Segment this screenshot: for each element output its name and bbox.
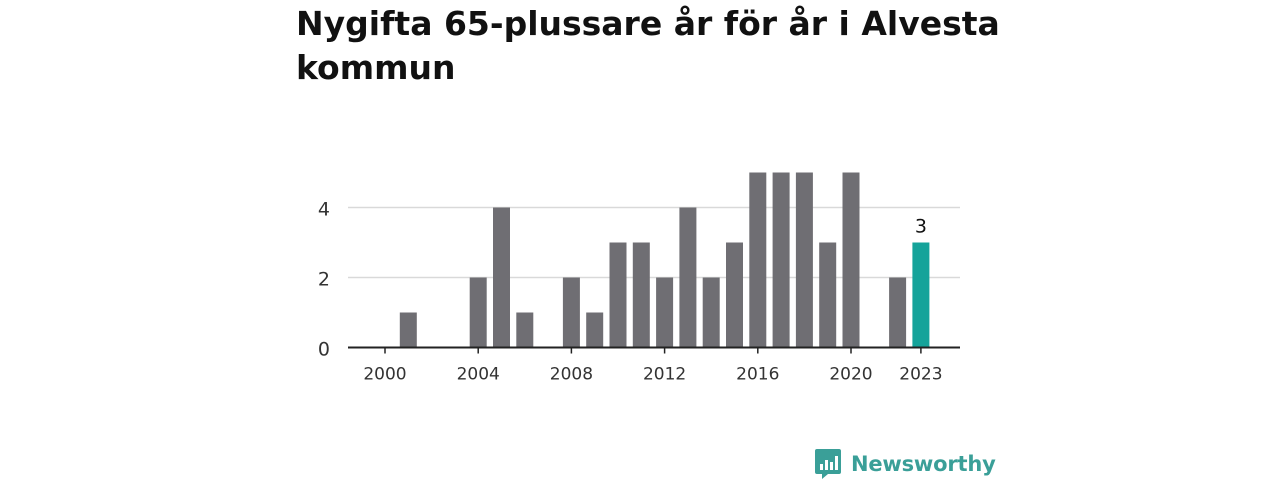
bar bbox=[795, 172, 813, 348]
bar bbox=[749, 172, 767, 348]
x-tick-label: 2020 bbox=[829, 365, 872, 385]
bar bbox=[702, 277, 720, 348]
newsworthy-icon bbox=[815, 449, 841, 479]
bar bbox=[726, 242, 743, 348]
bar bbox=[679, 207, 697, 348]
brand-name: Newsworthy bbox=[851, 452, 996, 476]
bar bbox=[493, 207, 510, 348]
bar bbox=[656, 277, 674, 348]
y-tick-label: 0 bbox=[318, 339, 330, 361]
bars bbox=[399, 172, 930, 348]
data-label: 3 bbox=[915, 216, 927, 238]
bar bbox=[632, 242, 650, 348]
x-tick-label: 2004 bbox=[457, 365, 500, 385]
bar bbox=[469, 277, 487, 348]
y-tick-label: 2 bbox=[318, 269, 330, 291]
bar bbox=[889, 277, 907, 348]
bar bbox=[772, 172, 790, 348]
x-axis-labels: 2000 2004 2008 2012 2016 2020 2023 bbox=[363, 347, 943, 385]
y-tick-label: 4 bbox=[318, 199, 330, 221]
x-tick-label: 2012 bbox=[643, 365, 686, 385]
bar bbox=[586, 312, 604, 348]
bar bbox=[912, 242, 930, 348]
bar-chart: 0 2 4 2000 2004 2008 2012 2016 2020 2023 3 bbox=[318, 172, 960, 385]
bar bbox=[842, 172, 860, 348]
x-tick-label: 2023 bbox=[899, 365, 942, 385]
chart-title: Nygifta 65-plussare år för år i Alvesta … bbox=[296, 4, 1000, 87]
x-tick-label: 2008 bbox=[550, 365, 593, 385]
bar bbox=[562, 277, 580, 348]
bar bbox=[819, 242, 837, 348]
bar bbox=[609, 242, 627, 348]
newsworthy-logo: Newsworthy bbox=[814, 446, 996, 482]
gridlines bbox=[348, 206, 960, 279]
y-axis-labels: 0 2 4 bbox=[318, 199, 330, 361]
annotations: 3 bbox=[915, 216, 927, 238]
bar bbox=[399, 312, 417, 348]
bar bbox=[516, 312, 534, 348]
x-tick-label: 2016 bbox=[736, 365, 779, 385]
x-tick-label: 2000 bbox=[363, 365, 406, 385]
